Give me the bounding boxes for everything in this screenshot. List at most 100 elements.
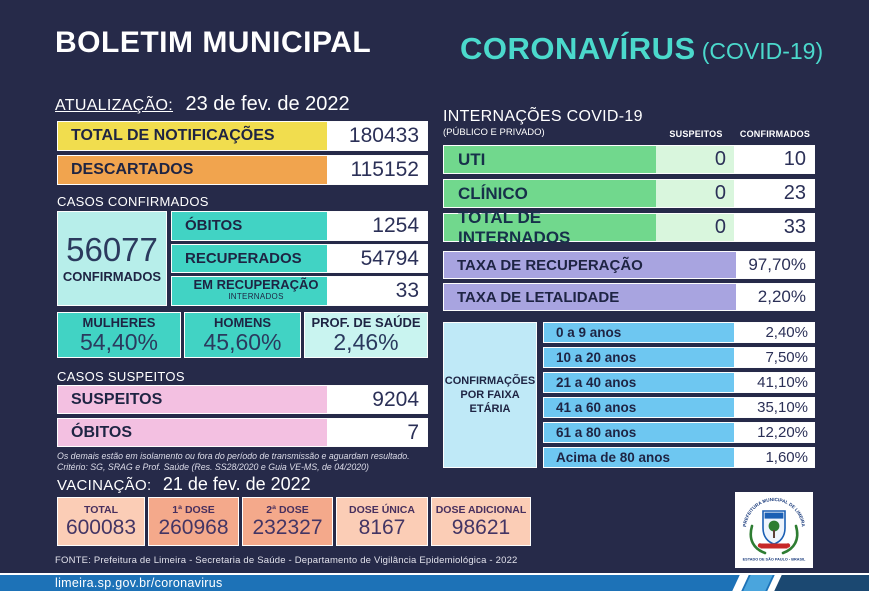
stat-box-health-workers: PROF. DE SAÚDE 2,46% xyxy=(304,312,428,358)
table-row: TOTAL DE NOTIFICAÇÕES 180433 xyxy=(57,121,428,151)
row-label: 61 a 80 anos xyxy=(544,423,734,442)
table-row: 41 a 60 anos 35,10% xyxy=(543,397,815,418)
table-row: ÓBITOS 1254 xyxy=(171,211,428,241)
row-confirmed-value: 33 xyxy=(734,214,814,241)
box-label: DOSE ADICIONAL xyxy=(435,504,527,516)
row-label-main: EM RECUPERAÇÃO xyxy=(193,277,319,293)
row-value: 7 xyxy=(327,419,427,446)
row-label: TOTAL DE INTERNADOS xyxy=(444,208,656,247)
row-label: ÓBITOS xyxy=(172,212,327,240)
vaccination-box-booster-dose: DOSE ADICIONAL 98621 xyxy=(431,497,531,546)
table-row: 21 a 40 anos 41,10% xyxy=(543,372,815,393)
row-value: 35,10% xyxy=(734,398,814,417)
brand-name: CORONAVÍRUS xyxy=(460,31,696,66)
row-label: RECUPERADOS xyxy=(172,244,327,273)
confirmed-total-value: 56077 xyxy=(66,231,158,268)
row-value: 97,70% xyxy=(736,252,814,278)
stat-value: 2,46% xyxy=(333,329,399,355)
row-label: TAXA DE LETALIDADE xyxy=(444,284,736,310)
box-value: 600083 xyxy=(65,516,137,539)
laurel-right-icon xyxy=(781,524,799,555)
row-label: CLÍNICO xyxy=(444,180,656,207)
brand-suffix: (COVID-19) xyxy=(701,38,824,64)
ribbon-icon xyxy=(759,543,789,549)
row-value: 33 xyxy=(327,277,427,306)
age-groups-label: CONFIRMAÇÕES POR FAIXA ETÁRIA xyxy=(443,322,537,468)
column-header-confirmed: CONFIRMADOS xyxy=(739,129,811,139)
criteria-note-line2: Critério: SG, SRAG e Prof. Saúde (Res. S… xyxy=(57,462,369,472)
box-label: 2ª DOSE xyxy=(266,504,309,516)
rates-table: TAXA DE RECUPERAÇÃO 97,70% TAXA DE LETAL… xyxy=(443,251,815,311)
footer-url[interactable]: limeira.sp.gov.br/coronavirus xyxy=(55,576,223,590)
confirmed-total-label: CONFIRMADOS xyxy=(62,269,162,284)
table-row: TAXA DE LETALIDADE 2,20% xyxy=(443,283,815,311)
shield-band xyxy=(764,512,784,519)
confirmed-cases-table: 56077 CONFIRMADOS ÓBITOS 1254 RECUPERADO… xyxy=(57,211,428,307)
row-value: 54794 xyxy=(327,244,427,273)
row-label: EM RECUPERAÇÃO INTERNADOS xyxy=(172,277,327,306)
footer-bar: limeira.sp.gov.br/coronavirus xyxy=(0,575,869,591)
box-value: 98621 xyxy=(451,516,511,539)
criteria-note: Os demais estão em isolamento ou fora do… xyxy=(57,451,437,473)
hospitalizations-subtitle: (PÚBLICO E PRIVADO) xyxy=(443,127,545,138)
source-note: FONTE: Prefeitura de Limeira - Secretari… xyxy=(55,555,518,566)
table-row: RECUPERADOS 54794 xyxy=(171,243,428,274)
stat-label: PROF. DE SAÚDE xyxy=(311,315,421,330)
footer-top-divider xyxy=(0,573,869,575)
table-row: TOTAL DE INTERNADOS 0 33 xyxy=(443,208,815,247)
box-value: 260968 xyxy=(158,516,229,539)
row-value: 1254 xyxy=(327,212,427,240)
row-value: 2,20% xyxy=(736,284,814,310)
tree-icon xyxy=(768,520,780,532)
stat-value: 45,60% xyxy=(203,329,282,355)
table-row: 10 a 20 anos 7,50% xyxy=(543,347,815,368)
row-label: SUSPEITOS xyxy=(58,386,327,413)
criteria-note-line1: Os demais estão em isolamento ou fora do… xyxy=(57,451,410,461)
row-suspected-value: 0 xyxy=(656,214,734,241)
row-label: DESCARTADOS xyxy=(58,156,327,184)
suspected-cases-table: SUSPEITOS 9204 ÓBITOS 7 xyxy=(57,385,428,447)
row-label: 41 a 60 anos xyxy=(544,398,734,417)
seal-bottom-text: ESTADO DE SÃO PAULO - BRASIL xyxy=(743,557,806,562)
row-label: ÓBITOS xyxy=(58,419,327,446)
tree-trunk xyxy=(773,530,775,538)
brand-title: CORONAVÍRUS (COVID-19) xyxy=(460,31,823,67)
page-title: BOLETIM MUNICIPAL xyxy=(55,26,372,59)
table-row: SUSPEITOS 9204 xyxy=(57,385,428,414)
table-row: Acima de 80 anos 1,60% xyxy=(543,447,815,468)
suspected-section-title: CASOS SUSPEITOS xyxy=(57,369,185,384)
row-value: 1,60% xyxy=(734,448,814,467)
row-label: Acima de 80 anos xyxy=(544,448,734,467)
row-label: TOTAL DE NOTIFICAÇÕES xyxy=(58,122,327,150)
vaccination-box-total: TOTAL 600083 xyxy=(57,497,145,546)
table-row: DESCARTADOS 115152 xyxy=(57,155,428,185)
table-row: UTI 0 10 xyxy=(443,145,815,174)
box-label: DOSE ÚNICA xyxy=(349,504,415,516)
hospitalizations-table: UTI 0 10 CLÍNICO 0 23 TOTAL DE INTERNADO… xyxy=(443,145,815,247)
update-date-line: ATUALIZAÇÃO: 23 de fev. de 2022 xyxy=(55,93,350,116)
stat-label: MULHERES xyxy=(82,315,156,330)
vaccination-table: TOTAL 600083 1ª DOSE 260968 2ª DOSE 2323… xyxy=(57,497,531,546)
update-date: 23 de fev. de 2022 xyxy=(185,93,350,115)
footer-bottom-band xyxy=(0,591,869,596)
table-row: TAXA DE RECUPERAÇÃO 97,70% xyxy=(443,251,815,279)
vaccination-box-single-dose: DOSE ÚNICA 8167 xyxy=(336,497,428,546)
row-value: 41,10% xyxy=(734,373,814,392)
box-value: 232327 xyxy=(252,516,323,539)
row-confirmed-value: 23 xyxy=(734,180,814,207)
box-value: 8167 xyxy=(358,516,406,539)
city-seal-icon: PREFEITURA MUNICIPAL DE LIMEIRA ESTADO D… xyxy=(742,497,806,562)
vaccination-label: VACINAÇÃO: xyxy=(57,477,152,494)
footer-stripe-darkblue xyxy=(773,575,869,591)
update-label: ATUALIZAÇÃO: xyxy=(55,97,173,114)
row-label: 0 a 9 anos xyxy=(544,323,734,342)
notifications-table: TOTAL DE NOTIFICAÇÕES 180433 DESCARTADOS… xyxy=(57,121,428,185)
stat-box-women: MULHERES 54,40% xyxy=(57,312,181,358)
row-value: 115152 xyxy=(327,156,427,184)
city-seal: PREFEITURA MUNICIPAL DE LIMEIRA ESTADO D… xyxy=(735,492,813,568)
row-label: UTI xyxy=(444,146,656,173)
stat-label: HOMENS xyxy=(213,315,272,330)
confirmed-section-title: CASOS CONFIRMADOS xyxy=(57,194,209,209)
row-suspected-value: 0 xyxy=(656,146,734,173)
row-confirmed-value: 10 xyxy=(734,146,814,173)
